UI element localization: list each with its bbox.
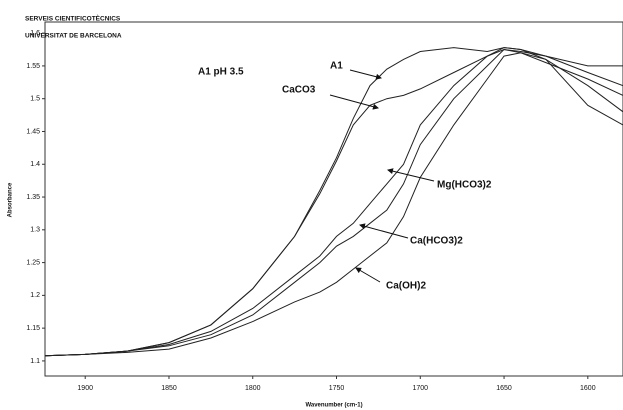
y-tick-label: 1.3 bbox=[30, 227, 40, 234]
y-tick-label: 1.35 bbox=[26, 194, 40, 201]
y-tick-label: 1.4 bbox=[30, 161, 40, 168]
annotation-arrow bbox=[329, 94, 379, 110]
x-axis-label: Wavenumber (cm-1) bbox=[305, 403, 362, 409]
x-tick-label: 1850 bbox=[161, 385, 177, 392]
plot-frame bbox=[44, 21, 623, 377]
y-axis-label: Absorbance bbox=[8, 182, 14, 217]
annotation-arrow bbox=[349, 69, 382, 80]
x-tick-label: 1650 bbox=[496, 385, 512, 392]
header-line: UNIVERSITAT DE BARCELONA bbox=[25, 33, 122, 40]
x-tick-label: 1750 bbox=[329, 385, 345, 392]
x-tick-label: 1700 bbox=[412, 385, 428, 392]
header-line: SERVEIS CIENTIFICOTÈCNICS bbox=[25, 14, 121, 23]
x-tick-label: 1900 bbox=[77, 385, 93, 392]
x-tick-label: 1600 bbox=[580, 385, 596, 392]
curve-annotation: CaCO3 bbox=[282, 85, 316, 96]
spectrum-line bbox=[44, 48, 623, 357]
annotation-arrow bbox=[355, 267, 381, 283]
y-tick-label: 1.2 bbox=[30, 292, 40, 299]
curve-annotation: Ca(OH)2 bbox=[386, 281, 426, 292]
y-tick-label: 1.1 bbox=[30, 358, 40, 365]
y-tick-label: 1.45 bbox=[26, 128, 40, 135]
y-tick-label: 1.5 bbox=[30, 96, 40, 103]
y-tick-label: 1.6 bbox=[30, 30, 40, 37]
y-tick-label: 1.55 bbox=[26, 63, 40, 70]
y-tick-label: 1.25 bbox=[26, 259, 40, 266]
spectrum-line bbox=[44, 48, 623, 357]
spectrum-line bbox=[44, 47, 623, 357]
curve-annotation: Ca(HCO3)2 bbox=[410, 236, 463, 247]
annotation-arrow bbox=[359, 223, 409, 239]
y-tick-label: 1.15 bbox=[26, 325, 40, 332]
spectrum-line bbox=[44, 52, 623, 357]
curve-annotation: Mg(HCO3)2 bbox=[437, 180, 492, 191]
annotation-arrow bbox=[387, 168, 435, 182]
x-tick-label: 1800 bbox=[245, 385, 261, 392]
spectrum-line bbox=[44, 47, 623, 357]
chart-title: A1 pH 3.5 bbox=[198, 67, 244, 78]
curve-annotation: A1 bbox=[330, 61, 343, 72]
